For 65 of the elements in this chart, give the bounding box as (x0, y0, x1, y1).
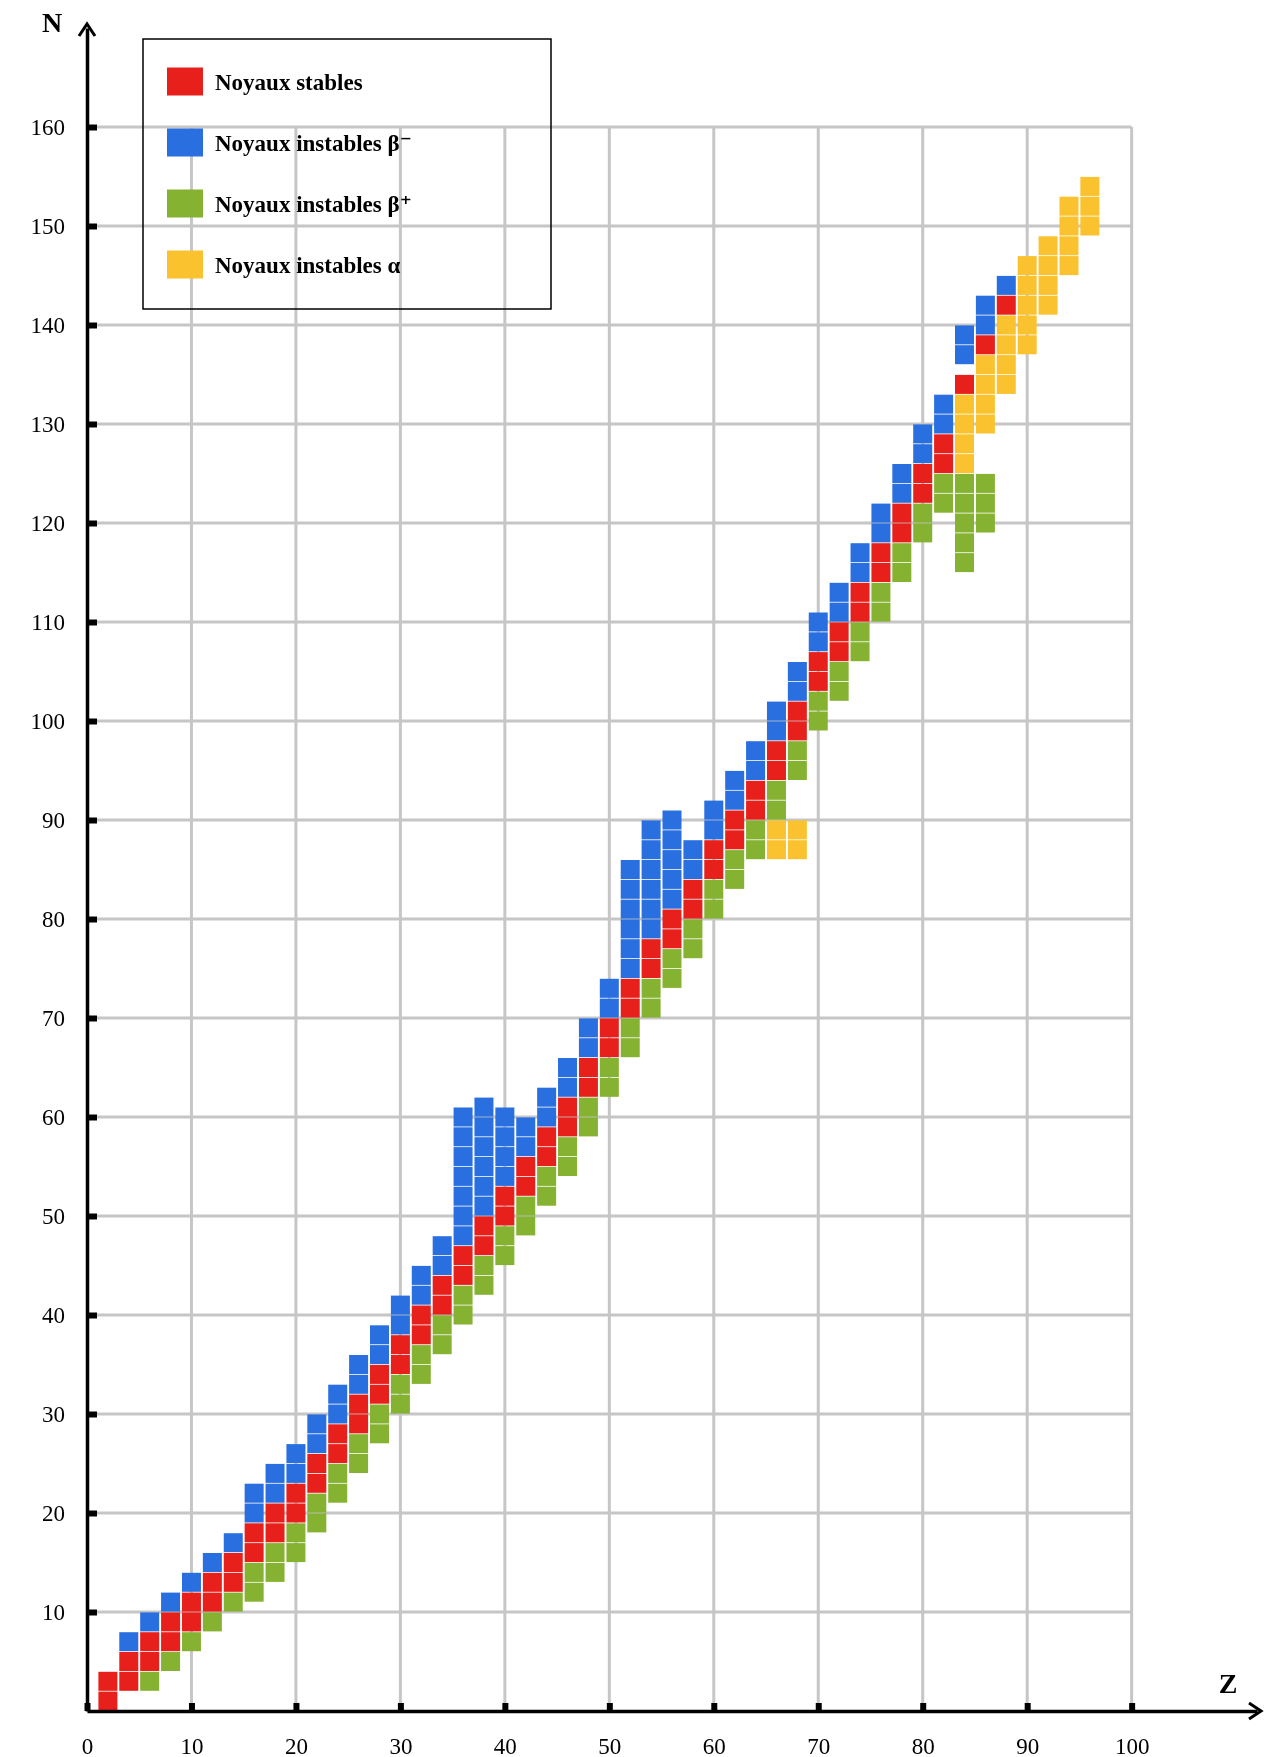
point (1080, 196, 1100, 216)
point (1017, 295, 1037, 315)
point (996, 315, 1016, 335)
y-tick-label: 130 (30, 411, 65, 437)
point (766, 840, 786, 860)
point (1017, 315, 1037, 335)
x-tick-label: 80 (911, 1733, 935, 1757)
point (1059, 236, 1079, 256)
y-tick-label: 80 (42, 906, 65, 932)
y-tick-label: 30 (42, 1401, 65, 1427)
point (996, 355, 1016, 375)
y-tick-label: 50 (42, 1203, 65, 1229)
point (975, 355, 995, 375)
x-tick-label: 30 (389, 1733, 413, 1757)
y-tick-label: 120 (30, 510, 65, 536)
point (955, 394, 974, 414)
y-tick-label: 100 (30, 708, 65, 734)
legend-label: Noyaux instables β⁺ (215, 191, 412, 217)
x-tick-label: 70 (807, 1733, 831, 1757)
point (787, 840, 807, 860)
y-tick-label: 20 (42, 1500, 65, 1526)
point (955, 434, 974, 454)
point (975, 414, 995, 434)
point (1038, 275, 1058, 295)
legend-label: Noyaux instables β⁻ (215, 130, 412, 156)
y-tick-label: 90 (42, 807, 65, 833)
point (766, 820, 786, 840)
point (996, 374, 1016, 394)
point (1017, 256, 1037, 276)
legend-label: Noyaux instables α (215, 252, 401, 278)
point (1017, 335, 1037, 355)
y-tick-label: 110 (31, 609, 65, 635)
y-tick-label: 60 (42, 1104, 65, 1130)
x-tick-label: 60 (702, 1733, 726, 1757)
point (975, 374, 995, 394)
point (955, 414, 974, 434)
y-tick-label: 160 (30, 114, 65, 140)
point (1059, 256, 1079, 276)
y-axis-title: N (41, 7, 63, 38)
point (1059, 196, 1079, 216)
y-tick-label: 70 (42, 1005, 65, 1031)
x-tick-label: 10 (180, 1733, 204, 1757)
point (1038, 256, 1058, 276)
point (996, 335, 1016, 355)
x-tick-label: 50 (598, 1733, 622, 1757)
x-tick-label: 20 (284, 1733, 308, 1757)
y-tick-label: 10 (42, 1599, 65, 1625)
point (787, 820, 807, 840)
x-tick-label: 100 (1114, 1733, 1150, 1757)
y-tick-label: 40 (42, 1302, 65, 1328)
x-tick-label: 90 (1016, 1733, 1040, 1757)
point (1017, 275, 1037, 295)
point (1059, 216, 1079, 236)
x-axis-title: Z (1218, 1668, 1238, 1699)
point (1038, 236, 1058, 256)
point (1080, 176, 1100, 196)
x-tick-label: 40 (493, 1733, 517, 1757)
point (975, 394, 995, 414)
point (955, 454, 974, 474)
legend-label: Noyaux stables (215, 69, 363, 95)
point (1038, 295, 1058, 315)
y-tick-label: 140 (30, 312, 65, 338)
x-tick-label: 0 (81, 1733, 94, 1757)
point (1080, 216, 1100, 236)
y-tick-label: 150 (30, 213, 65, 239)
